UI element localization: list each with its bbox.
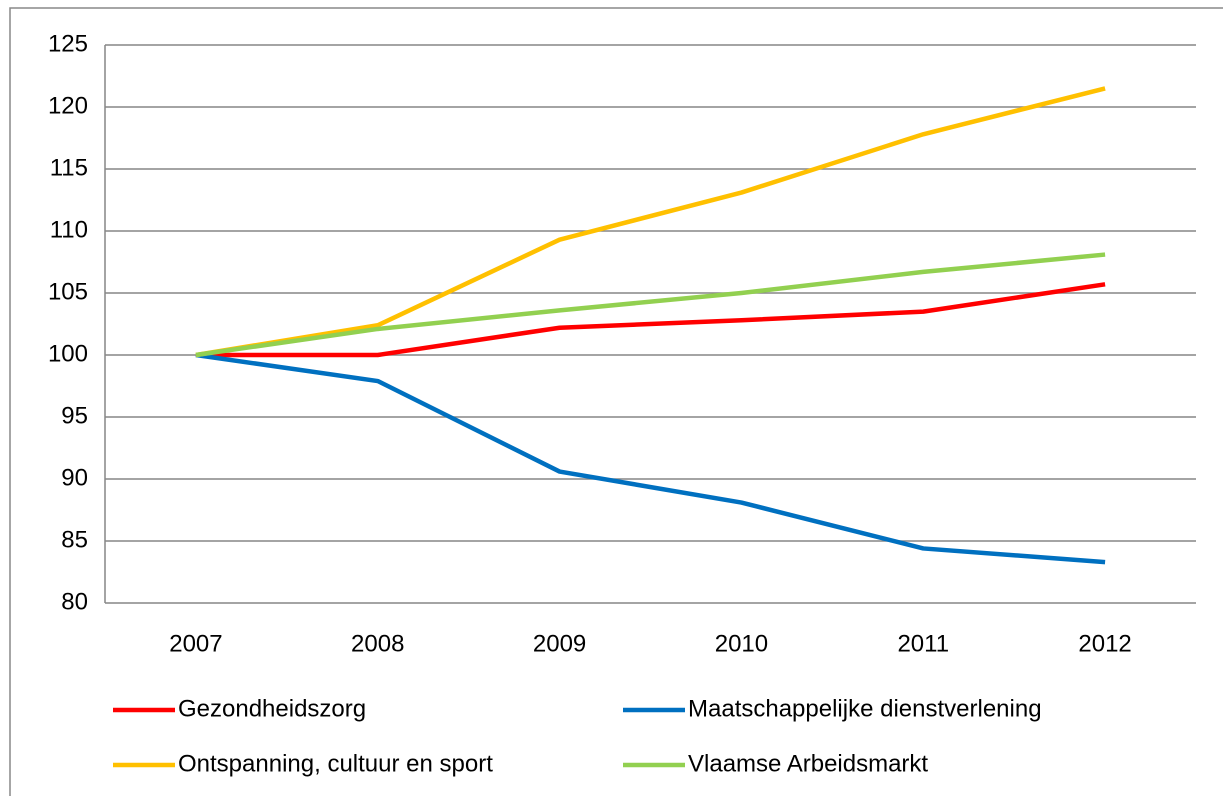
legend-label: Maatschappelijke dienstverlening (688, 695, 1042, 722)
y-tick-label: 105 (48, 278, 88, 305)
legend-label: Ontspanning, cultuur en sport (178, 750, 493, 777)
y-tick-label: 100 (48, 340, 88, 367)
y-tick-label: 80 (61, 588, 88, 615)
chart-frame (9, 7, 1223, 796)
legend-label: Gezondheidszorg (178, 695, 366, 722)
y-tick-label: 85 (61, 526, 88, 553)
series-line (195, 352, 1106, 565)
x-tick-label: 2007 (169, 630, 222, 657)
series-line (195, 252, 1106, 358)
y-tick-label: 95 (61, 402, 88, 429)
y-tick-label: 120 (48, 92, 88, 119)
y-tick-label: 115 (50, 154, 88, 181)
series-line (195, 86, 1106, 358)
y-tick-label: 110 (50, 216, 88, 243)
x-tick-label: 2012 (1078, 630, 1131, 657)
y-tick-label: 90 (61, 464, 88, 491)
y-tick-label: 125 (48, 30, 88, 57)
legend-label: Vlaamse Arbeidsmarkt (688, 750, 928, 777)
x-tick-label: 2011 (897, 630, 949, 657)
x-tick-label: 2010 (715, 630, 768, 657)
x-tick-label: 2008 (351, 630, 404, 657)
series-line (195, 282, 1106, 358)
x-tick-label: 2009 (533, 630, 586, 657)
